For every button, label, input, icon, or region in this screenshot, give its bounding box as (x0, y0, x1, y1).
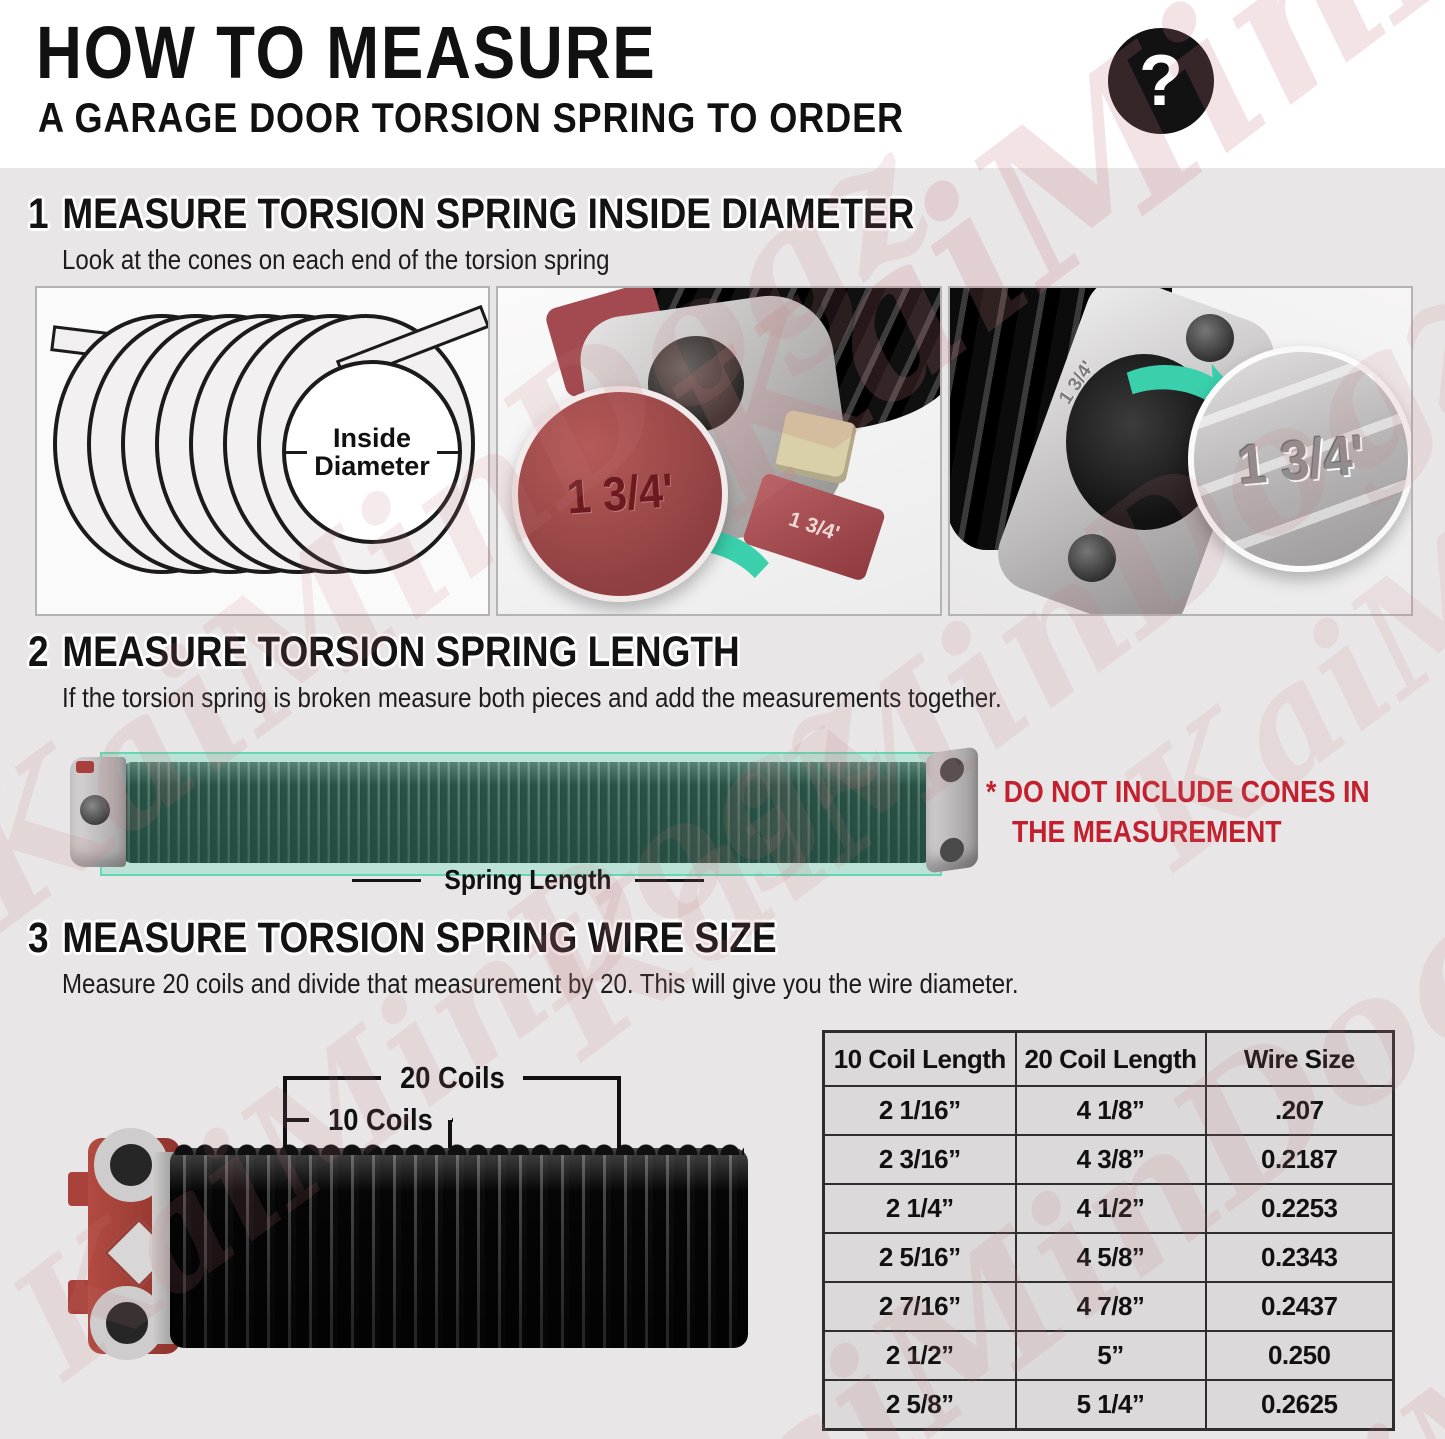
page-subtitle: A GARAGE DOOR TORSION SPRING TO ORDER (38, 94, 905, 141)
table-cell: 2 3/16” (822, 1134, 1017, 1185)
table-cell: 2 7/16” (822, 1281, 1017, 1332)
bracket-line (523, 1076, 622, 1080)
spring-length-label: Spring Length (444, 864, 612, 895)
flange-hole (940, 756, 964, 784)
table-row: 2 3/16” 4 3/8” 0.2187 (822, 1134, 1395, 1185)
section-1-title: MEASURE TORSION SPRING INSIDE DIAMETER (62, 190, 915, 238)
table-cell: 0.2187 (1204, 1134, 1395, 1185)
table-cell: 4 1/2” (1014, 1183, 1207, 1234)
coils-10-label: 10 Coils (328, 1102, 433, 1137)
torsion-spring-closeup (170, 1141, 748, 1348)
flange-bolt-hole (1068, 534, 1116, 582)
table-cell: 0.2437 (1204, 1281, 1395, 1332)
section-3-title: MEASURE TORSION SPRING WIRE SIZE (62, 914, 777, 962)
bracket-tick (617, 1078, 621, 1152)
column-header: 10 Coil Length (822, 1030, 1017, 1087)
magnified-marking-red: 1 3/4' (512, 386, 728, 602)
section-3-number: 3 (28, 914, 49, 962)
coils-10-bracket: 10 Coils (287, 1102, 452, 1138)
table-row: 2 1/16” 4 1/8” .207 (822, 1085, 1395, 1136)
table-cell: 4 3/8” (1014, 1134, 1207, 1185)
magnified-marking-silver: 1 3/4' (1188, 346, 1411, 572)
table-cell: 0.250 (1204, 1330, 1395, 1381)
table-cell: 5 1/4” (1014, 1379, 1207, 1431)
table-header-row: 10 Coil Length 20 Coil Length Wire Size (822, 1030, 1395, 1087)
table-cell: 4 7/8” (1014, 1281, 1207, 1332)
bracket-tick (283, 1078, 287, 1152)
inside-diameter-drawing-panel: Inside Diameter (35, 286, 490, 616)
red-chip (76, 761, 94, 773)
table-row: 2 7/16” 4 7/8” 0.2437 (822, 1281, 1395, 1332)
dash-line (436, 450, 461, 454)
left-winding-cone (70, 757, 126, 867)
table-cell: 2 1/16” (822, 1085, 1017, 1136)
inside-diameter-label: Inside Diameter (283, 422, 461, 481)
table-cell: 2 5/16” (822, 1232, 1017, 1283)
table-cell: 2 1/2” (822, 1330, 1017, 1381)
coils-20-bracket: 20 Coils (283, 1060, 622, 1096)
column-header: 20 Coil Length (1014, 1030, 1207, 1087)
dash-line (283, 450, 308, 454)
red-cone-photo-panel: 1 3/4' 1 3/4' (496, 286, 942, 616)
dash-line (352, 878, 422, 882)
table-cell: .207 (1204, 1085, 1395, 1136)
silver-cone-photo-panel: 1 3/4' 1 3/4' (948, 286, 1413, 616)
section-1-subtitle: Look at the cones on each end of the tor… (62, 244, 610, 275)
table-cell: 2 5/8” (822, 1379, 1017, 1431)
column-header: Wire Size (1204, 1030, 1395, 1087)
table-cell: 5” (1014, 1330, 1207, 1381)
section-1-heading: 1 MEASURE TORSION SPRING INSIDE DIAMETER (28, 190, 1059, 239)
table-row: 2 5/8” 5 1/4” 0.2625 (822, 1379, 1395, 1431)
cone-size-marking: 1 3/4' (565, 463, 675, 525)
bracket-tick (448, 1120, 452, 1152)
section-2-title: MEASURE TORSION SPRING LENGTH (62, 628, 740, 676)
question-glyph: ? (1139, 41, 1183, 121)
section-2-subtitle: If the torsion spring is broken measure … (62, 682, 1002, 713)
table-row: 2 5/16” 4 5/8” 0.2343 (822, 1232, 1395, 1283)
table-cell: 2 1/4” (822, 1183, 1017, 1234)
section-2-heading: 2 MEASURE TORSION SPRING LENGTH (28, 628, 856, 677)
warning-line-1: * DO NOT INCLUDE CONES IN (986, 774, 1370, 809)
section-3-subtitle: Measure 20 coils and divide that measure… (62, 968, 1019, 999)
table-body: 2 1/16” 4 1/8” .207 2 3/16” 4 3/8” 0.2187 2 1/… (822, 1085, 1395, 1431)
warning-line-2: THE MEASUREMENT (1012, 814, 1282, 850)
question-icon: ? (1108, 28, 1214, 134)
wire-size-table: 10 Coil Length 20 Coil Length Wire Size … (822, 1030, 1395, 1431)
table-cell: 4 1/8” (1014, 1085, 1207, 1136)
bracket-line (283, 1076, 381, 1080)
cone-hole (80, 795, 110, 825)
table-row: 2 1/4” 4 1/2” 0.2253 (822, 1183, 1395, 1234)
header: HOW TO MEASURE A GARAGE DOOR TORSION SPR… (0, 0, 1445, 168)
diameter-label: Diameter (314, 451, 430, 481)
inside-label: Inside (332, 422, 412, 453)
bracket-line (287, 1118, 309, 1122)
section-3-heading: 3 MEASURE TORSION SPRING WIRE SIZE (28, 914, 899, 963)
table-row: 2 1/2” 5” 0.250 (822, 1330, 1395, 1381)
section-1-number: 1 (28, 190, 49, 238)
coils-20-label: 20 Coils (399, 1060, 505, 1095)
dash-line (634, 878, 705, 882)
table-cell: 4 5/8” (1014, 1232, 1207, 1283)
spring-length-callout: Spring Length (352, 864, 705, 896)
section-2-number: 2 (28, 628, 49, 676)
cone-size-marking: 1 3/4' (786, 507, 843, 546)
length-highlight-overlay (100, 752, 942, 876)
torsion-spring-body (122, 762, 932, 863)
flange-hole (940, 836, 964, 864)
cones-warning-note: * DO NOT INCLUDE CONES IN THE MEASUREMEN… (986, 772, 1432, 853)
table-cell: 0.2343 (1204, 1232, 1395, 1283)
page-title: HOW TO MEASURE (36, 11, 657, 94)
table-cell: 0.2253 (1204, 1183, 1395, 1234)
table-cell: 0.2625 (1204, 1379, 1395, 1431)
cone-size-marking: 1 3/4' (1235, 422, 1367, 496)
right-stationary-cone (926, 746, 978, 874)
front-coil-ring: Inside Diameter (282, 360, 462, 544)
